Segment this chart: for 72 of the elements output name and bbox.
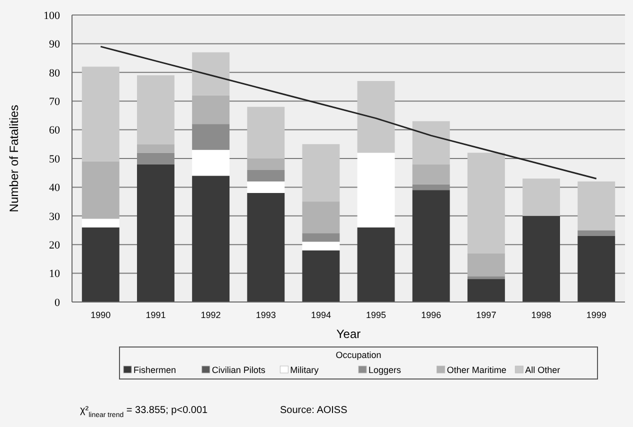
y-tick-label: 60 <box>49 124 60 137</box>
y-tick-label: 40 <box>49 182 60 194</box>
legend-label: Military <box>290 365 320 375</box>
x-axis-title: Year <box>336 327 361 341</box>
x-tick-label: 1991 <box>146 310 166 320</box>
y-tick-label: 90 <box>49 38 60 51</box>
bar <box>136 164 174 302</box>
bar <box>192 95 230 124</box>
x-tick-label: 1997 <box>476 310 496 320</box>
bar <box>522 178 560 216</box>
y-tick-label: 50 <box>49 153 60 166</box>
y-tick-label: 70 <box>49 96 60 108</box>
bar <box>247 106 285 158</box>
bar <box>247 181 285 193</box>
legend-label: Other Maritime <box>446 365 506 375</box>
bar <box>412 190 450 302</box>
bar <box>357 81 395 153</box>
bar <box>247 192 285 302</box>
bar <box>82 66 120 162</box>
bar <box>357 227 395 302</box>
x-tick-label: 1994 <box>310 310 331 320</box>
bar <box>578 236 616 302</box>
y-tick-label: 30 <box>49 210 60 223</box>
bar <box>247 158 285 170</box>
bar <box>192 176 230 302</box>
bar <box>136 75 174 144</box>
x-tick-label: 1998 <box>531 310 552 320</box>
bar <box>82 218 120 228</box>
bar <box>467 279 505 302</box>
legend-title: Occupation <box>336 350 382 360</box>
y-tick-label: 0 <box>54 296 60 309</box>
bar <box>192 124 230 150</box>
legend-label: All Other <box>525 365 560 375</box>
bar <box>302 202 340 234</box>
bar <box>412 164 450 184</box>
bar <box>578 181 616 230</box>
bar <box>578 230 616 236</box>
x-tick-label: 1992 <box>200 310 221 320</box>
bar <box>302 144 340 202</box>
y-tick-label: 100 <box>44 10 60 22</box>
y-tick-label: 80 <box>49 67 60 80</box>
bar <box>136 152 174 164</box>
legend-label: Loggers <box>368 365 402 375</box>
x-tick-label: 1996 <box>421 310 442 320</box>
bar <box>192 150 230 176</box>
bar <box>467 276 505 280</box>
line-series <box>100 46 598 180</box>
bar <box>467 152 505 254</box>
y-axis-title: Number of Fatalities <box>7 104 21 212</box>
legend-label: Civilian Pilots <box>212 365 266 375</box>
x-tick-label: 1990 <box>90 310 111 320</box>
x-tick-label: 1999 <box>586 310 606 320</box>
bar <box>467 253 505 276</box>
bar <box>522 216 560 302</box>
bar <box>302 233 340 242</box>
text: χ²$_{linear trend}$ = 33.855; p<0.001 <box>80 405 208 418</box>
x-tick-label: 1995 <box>366 310 386 320</box>
legend-label: Fishermen <box>134 365 176 375</box>
bar <box>357 152 395 228</box>
bar <box>247 170 285 182</box>
bar <box>136 144 174 153</box>
bar <box>82 161 120 219</box>
bar <box>412 121 450 164</box>
x-tick-label: 1993 <box>256 310 276 320</box>
bar <box>82 227 120 302</box>
y-tick-label: 20 <box>49 239 60 252</box>
y-tick-label: 10 <box>49 268 60 280</box>
bar <box>192 52 230 96</box>
bar <box>412 184 450 190</box>
bar <box>302 250 340 302</box>
source-note: Source: AOISS <box>280 405 348 416</box>
bar <box>302 242 340 250</box>
